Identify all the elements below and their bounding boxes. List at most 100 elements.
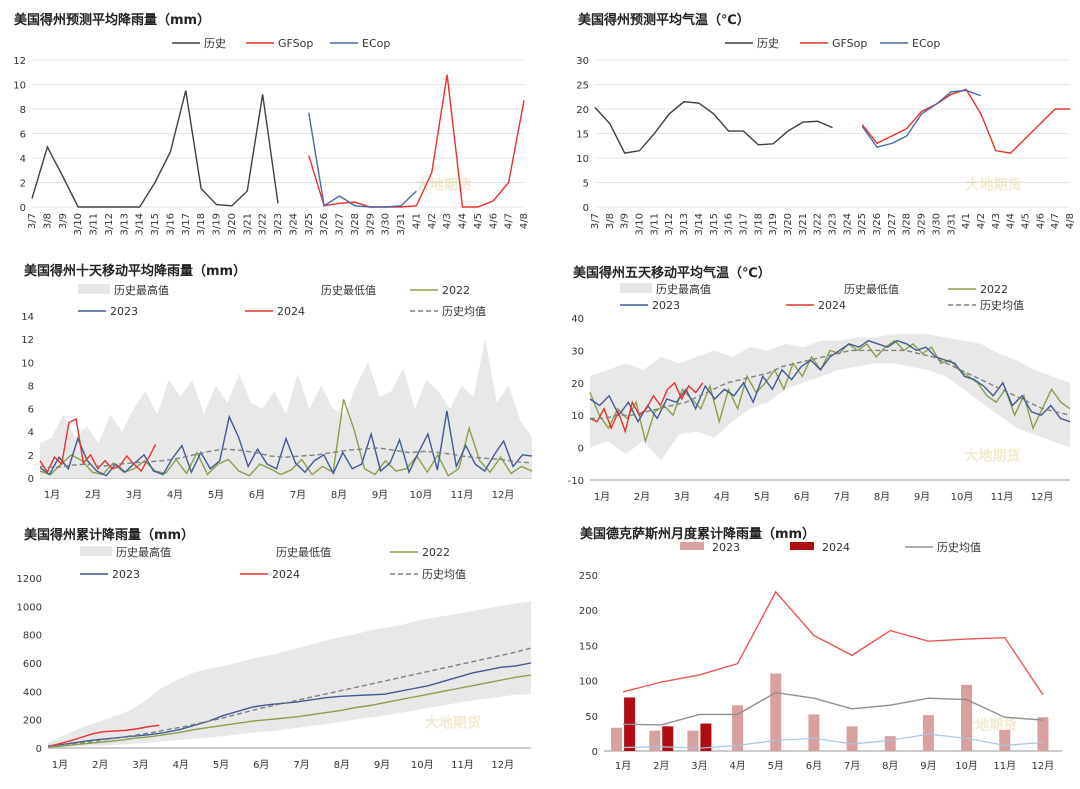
- x-tick-label: 3/19: [212, 213, 223, 235]
- x-tick-label: 10月: [955, 760, 978, 772]
- x-tick-label: 3/17: [738, 213, 749, 235]
- x-tick-label: 3/13: [119, 213, 130, 235]
- legend-label-1: 2024: [822, 541, 850, 554]
- legend-label-4: 2024: [272, 568, 300, 581]
- bar-2023: [611, 727, 623, 751]
- x-tick-label: 3/13: [679, 213, 690, 235]
- x-tick-label: 3/8: [42, 213, 53, 229]
- x-tick-label: 3/12: [664, 213, 675, 235]
- x-tick-label: 5月: [754, 491, 770, 503]
- x-tick-label: 10月: [951, 491, 974, 503]
- y-tick-label: 10: [576, 154, 589, 165]
- x-tick-label: 3/18: [753, 213, 764, 235]
- series-line-1: [589, 339, 1071, 424]
- x-tick-label: 1月: [44, 489, 60, 501]
- x-tick-label: 3/12: [104, 213, 115, 235]
- x-tick-label: 9月: [372, 489, 388, 501]
- x-tick-label: 3/30: [381, 213, 392, 235]
- x-tick-label: 3/18: [196, 213, 207, 235]
- x-tick-label: 12月: [1032, 760, 1055, 772]
- x-tick-label: 4/5: [1020, 213, 1031, 229]
- x-tick-label: 3/26: [319, 213, 330, 235]
- x-tick-label: 3/11: [89, 213, 100, 235]
- y-tick-label: 6: [28, 405, 34, 416]
- y-tick-label: 250: [579, 571, 598, 582]
- series-line-2: [39, 417, 157, 474]
- x-tick-label: 3/26: [872, 213, 883, 235]
- legend-label-0: 历史最高值: [116, 545, 171, 559]
- y-tick-label: 2: [28, 451, 34, 462]
- x-tick-label: 10月: [411, 759, 434, 771]
- bar-2023: [770, 673, 782, 751]
- chart-title: 美国得州累计降雨量（mm）: [24, 527, 194, 543]
- x-tick-label: 3/29: [365, 213, 376, 235]
- legend-swatch-0: [680, 542, 704, 550]
- y-tick-label: 10: [571, 411, 584, 422]
- bar-2023: [922, 715, 934, 751]
- x-tick-label: 2月: [653, 760, 669, 772]
- legend-swatch-1: [790, 542, 814, 550]
- x-tick-label: 3/8: [605, 213, 616, 229]
- y-tick-label: 6: [20, 130, 26, 141]
- y-tick-label: 30: [571, 346, 584, 357]
- series-line-0: [594, 100, 833, 154]
- x-tick-label: 4/2: [976, 213, 987, 229]
- x-tick-label: 4/2: [427, 213, 438, 229]
- y-tick-label: 10: [13, 81, 26, 92]
- y-tick-label: 0: [583, 203, 589, 214]
- x-tick-label: 1月: [52, 759, 68, 771]
- x-tick-label: 3/9: [620, 213, 631, 229]
- x-tick-label: 1月: [615, 760, 631, 772]
- y-tick-label: 25: [576, 81, 589, 92]
- x-tick-label: 5月: [213, 759, 229, 771]
- x-tick-label: 7月: [834, 491, 850, 503]
- x-tick-label: 7月: [290, 489, 306, 501]
- y-tick-label: 0: [36, 744, 42, 755]
- y-tick-label: 1000: [17, 602, 42, 613]
- x-tick-label: 3/29: [917, 213, 928, 235]
- history-range-band: [590, 334, 1070, 461]
- y-tick-label: 12: [21, 335, 34, 346]
- x-tick-label: 3/27: [887, 213, 898, 235]
- x-tick-label: 3月: [691, 760, 707, 772]
- legend-label-3: 2023: [652, 299, 680, 312]
- x-tick-label: 4/1: [961, 213, 972, 229]
- x-tick-label: 7月: [844, 760, 860, 772]
- chart-title: 美国德克萨斯州月度累计降雨量（mm）: [580, 526, 815, 542]
- x-tick-label: 3/24: [288, 213, 299, 235]
- series-line-0: [31, 90, 279, 208]
- x-tick-label: 6月: [249, 489, 265, 501]
- legend-label-3: 2023: [110, 305, 138, 318]
- series-line-0: [589, 339, 1071, 444]
- x-tick-label: 4/3: [991, 213, 1002, 229]
- y-tick-label: -10: [568, 476, 584, 487]
- x-tick-label: 2月: [634, 491, 650, 503]
- y-tick-label: 14: [21, 312, 34, 323]
- legend-label-0: 2023: [712, 541, 740, 554]
- x-tick-label: 3/7: [590, 213, 601, 229]
- y-tick-label: 100: [579, 677, 598, 688]
- chart-title: 美国得州五天移动平均气温（℃）: [573, 265, 771, 281]
- x-tick-label: 4/7: [1050, 213, 1061, 229]
- legend-label-5: 历史均值: [442, 305, 486, 318]
- series-line-1: [39, 410, 533, 477]
- y-tick-label: 600: [23, 659, 42, 670]
- chart-title: 美国得州预测平均降雨量（mm）: [14, 12, 210, 28]
- x-tick-label: 11月: [993, 760, 1016, 772]
- x-tick-label: 1月: [594, 491, 610, 503]
- chart-title: 美国得州预测平均气温（℃）: [578, 12, 750, 28]
- x-tick-label: 3/15: [150, 213, 161, 235]
- x-tick-label: 5月: [208, 489, 224, 501]
- y-tick-label: 800: [23, 631, 42, 642]
- y-tick-label: 8: [28, 381, 34, 392]
- x-tick-label: 3/24: [842, 213, 853, 235]
- x-tick-label: 9月: [374, 759, 390, 771]
- x-tick-label: 4/4: [1006, 213, 1017, 229]
- x-tick-label: 3/22: [813, 213, 824, 235]
- x-tick-label: 3/14: [135, 213, 146, 235]
- y-tick-label: 4: [28, 428, 34, 439]
- hist-max-line: [622, 590, 1044, 696]
- x-tick-label: 8月: [874, 491, 890, 503]
- bar-2023: [961, 684, 973, 751]
- series-line-3: [47, 647, 532, 748]
